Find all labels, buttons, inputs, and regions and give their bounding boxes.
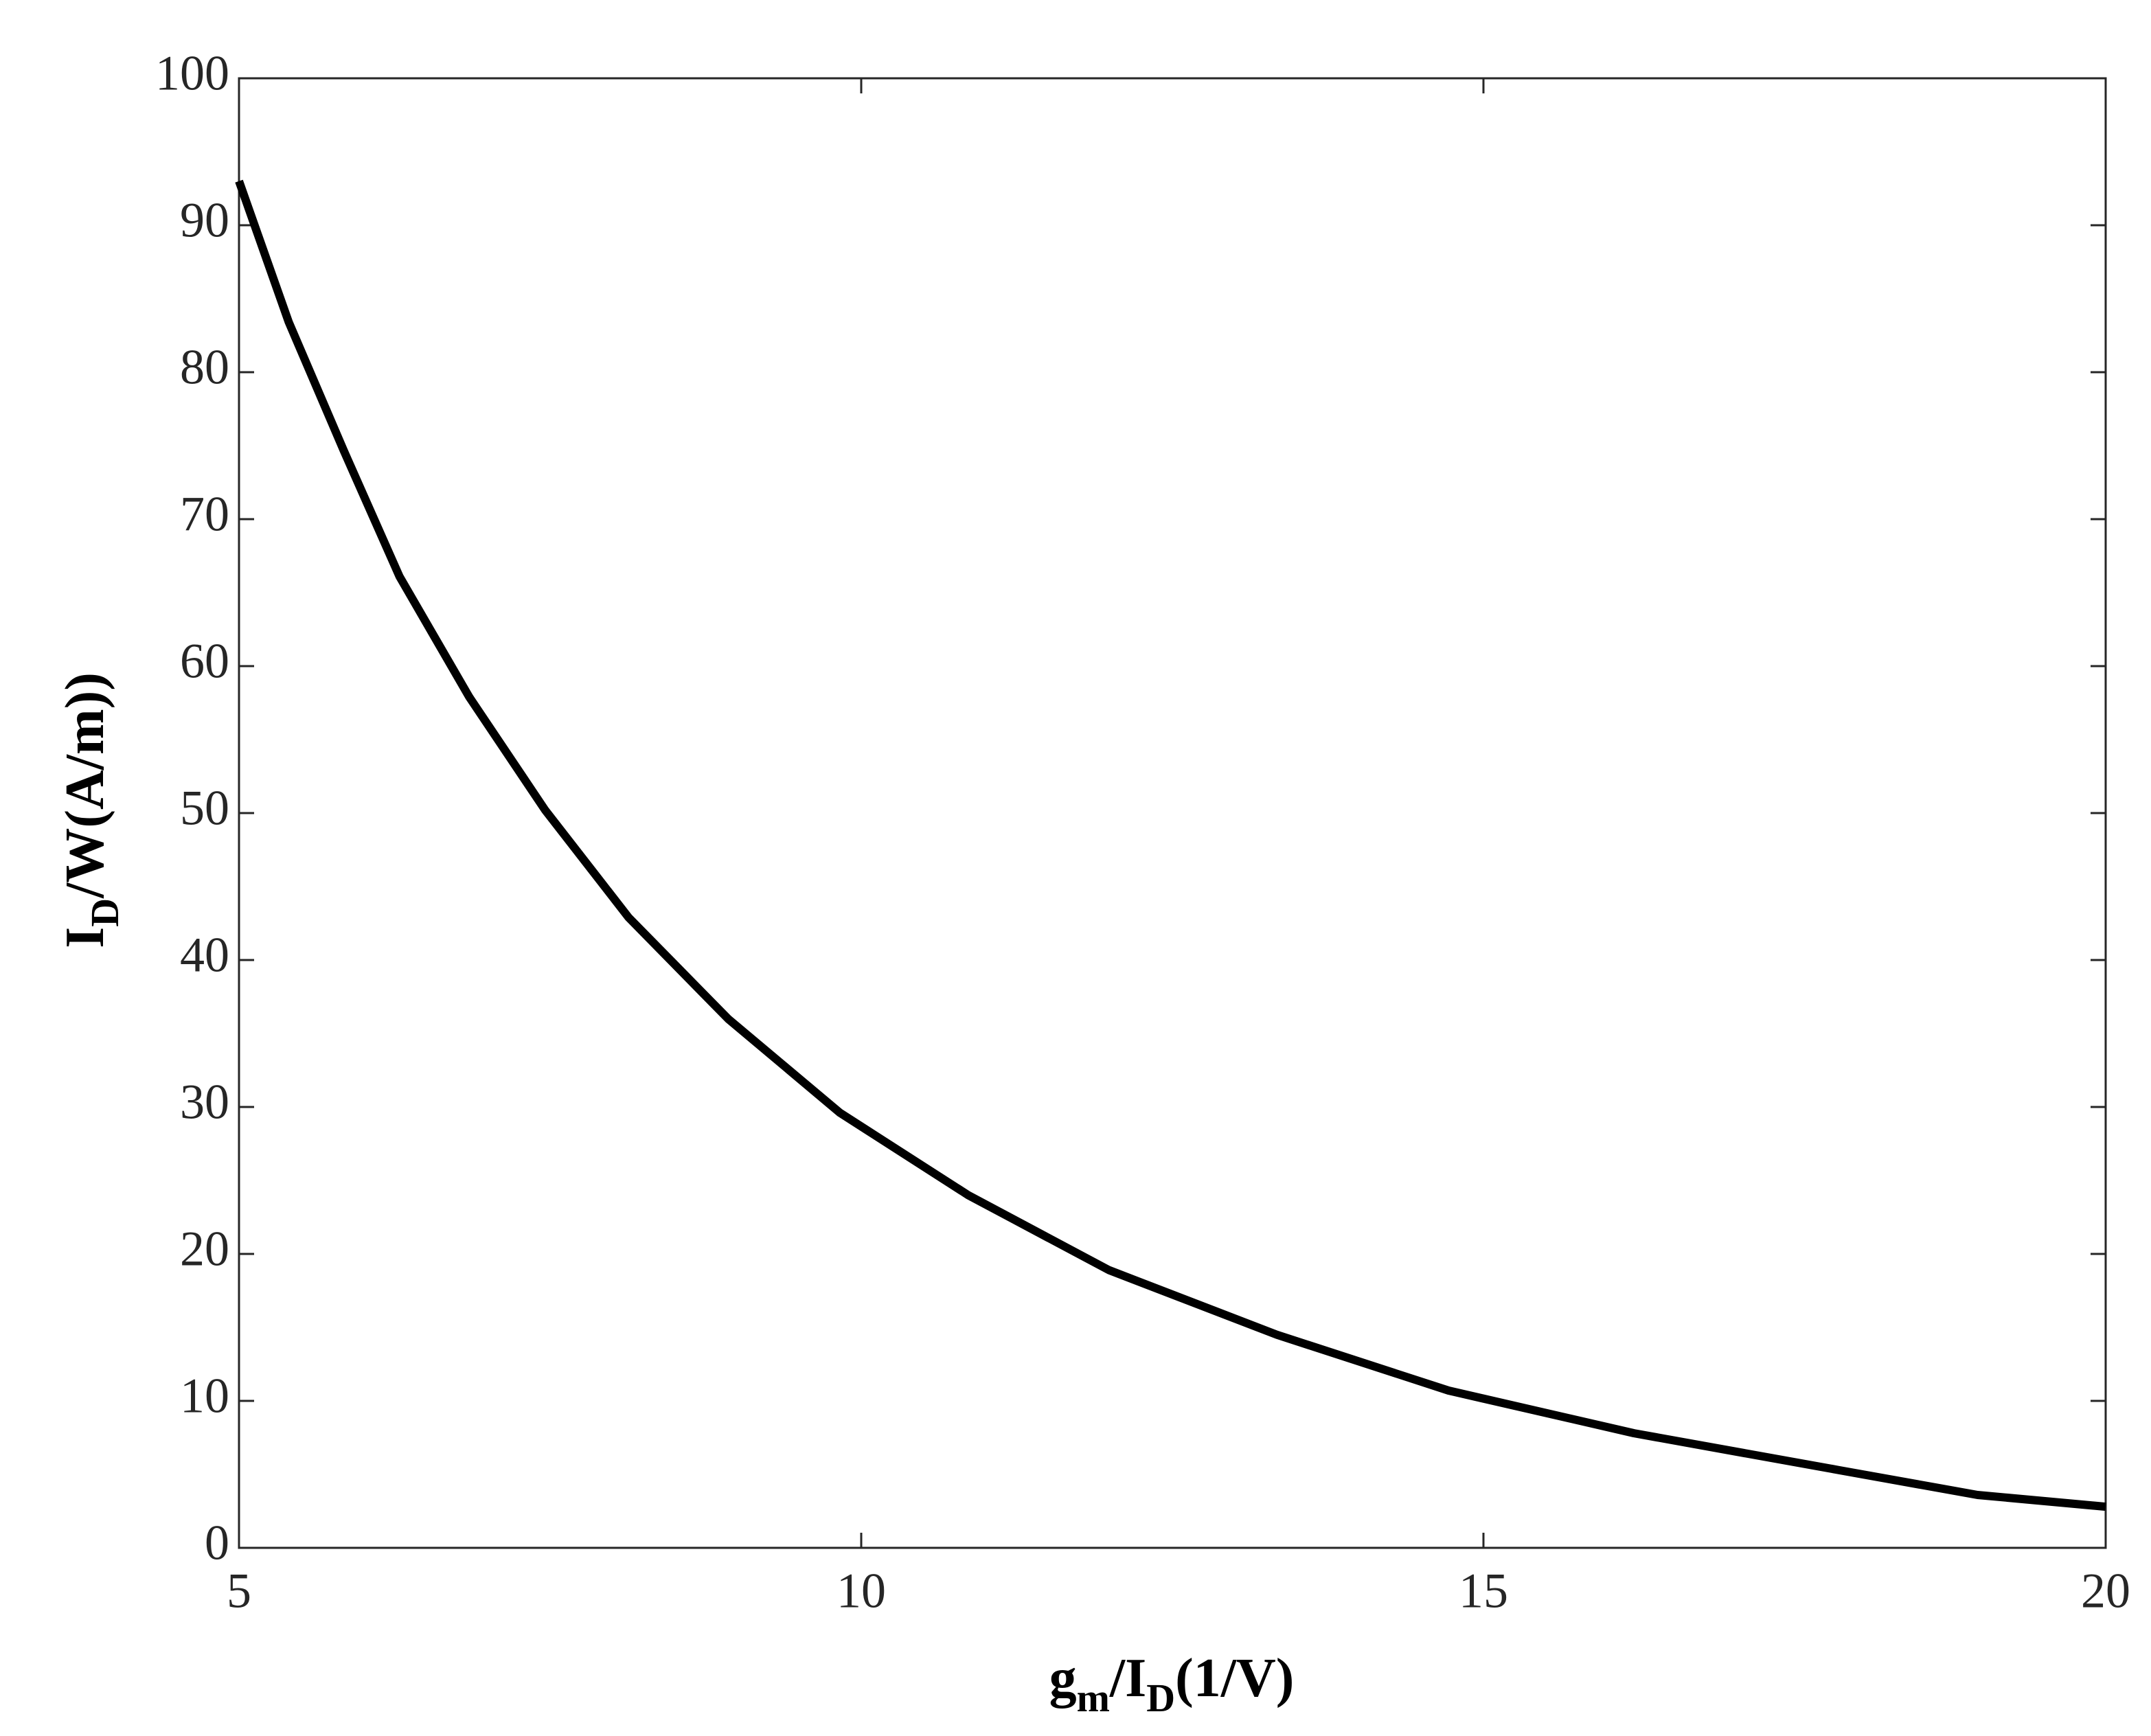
label-text: /I (1109, 1648, 1146, 1709)
y-tick-label: 50 (180, 781, 229, 836)
y-tick-label: 100 (155, 46, 229, 101)
y-tick-label: 90 (180, 193, 229, 248)
label-subscript: D (1146, 1676, 1175, 1720)
data-line (235, 179, 2106, 1511)
y-tick-label: 10 (180, 1369, 229, 1424)
x-tick-label: 20 (2081, 1564, 2130, 1619)
y-axis-label: ID/W(A/m)) (55, 672, 127, 948)
x-tick-label: 15 (1459, 1564, 1508, 1619)
y-tick-label: 0 (205, 1516, 229, 1571)
x-axis-label: gm/ID(1/V) (1049, 1648, 1295, 1720)
y-tick-label: 80 (180, 340, 229, 395)
y-tick-label: 20 (180, 1222, 229, 1277)
x-tick-label: 10 (836, 1564, 886, 1619)
label-text: g (1049, 1648, 1077, 1709)
y-tick-label: 70 (180, 487, 229, 542)
label-text: /W(A/m)) (55, 672, 115, 899)
label-text: (1/V) (1175, 1648, 1294, 1709)
y-tick-label: 30 (180, 1075, 229, 1130)
label-subscript: D (82, 898, 127, 927)
x-tick-label: 5 (227, 1564, 251, 1619)
label-text: I (55, 927, 115, 948)
label-subscript: m (1077, 1676, 1110, 1720)
y-tick-label: 40 (180, 928, 229, 983)
y-tick-label: 60 (180, 634, 229, 689)
